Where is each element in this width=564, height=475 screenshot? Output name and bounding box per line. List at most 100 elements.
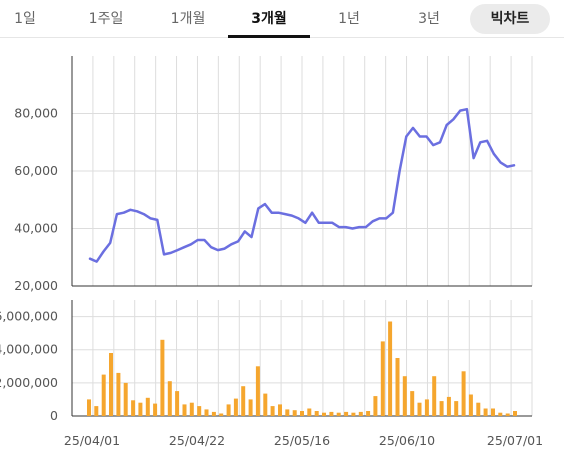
volume-bar bbox=[388, 321, 393, 416]
volume-bar bbox=[351, 412, 356, 416]
volume-bar bbox=[211, 411, 216, 416]
price-data-point bbox=[311, 211, 313, 214]
volume-axis-tick-label: 2,000,000 bbox=[0, 375, 58, 390]
volume-axis-tick-label: 0 bbox=[50, 408, 58, 423]
price-axis-tick-label: 80,000 bbox=[14, 106, 58, 121]
price-data-point bbox=[358, 226, 361, 228]
volume-bar bbox=[87, 399, 91, 416]
price-axis-tick-label: 20,000 bbox=[14, 278, 58, 293]
price-data-point bbox=[479, 141, 482, 144]
volume-bar bbox=[219, 413, 224, 416]
price-data-point bbox=[109, 242, 111, 244]
tab-1-month[interactable]: 1개월 bbox=[170, 11, 206, 27]
volume-bar bbox=[483, 408, 488, 416]
price-data-point bbox=[338, 226, 340, 228]
price-data-point bbox=[284, 213, 287, 215]
volume-bar bbox=[513, 411, 517, 416]
volume-bar bbox=[138, 402, 143, 416]
price-data-point bbox=[149, 217, 152, 220]
price-data-point bbox=[250, 236, 253, 238]
tab-1-week[interactable]: 1주일 bbox=[88, 11, 124, 27]
volume-bar bbox=[322, 412, 326, 416]
volume-bar bbox=[189, 402, 194, 416]
price-data-point bbox=[143, 213, 145, 215]
date-axis-tick-label: 25/04/01 bbox=[64, 433, 120, 448]
price-data-point bbox=[331, 222, 334, 224]
price-data-point bbox=[405, 135, 408, 138]
price-data-point bbox=[439, 141, 441, 144]
price-data-point bbox=[344, 226, 347, 228]
volume-bar bbox=[263, 393, 268, 416]
volume-bar bbox=[395, 358, 400, 416]
volume-bar bbox=[454, 401, 459, 416]
volume-bar bbox=[366, 411, 371, 416]
price-data-point bbox=[459, 109, 462, 112]
price-data-point bbox=[244, 230, 246, 233]
volume-bar bbox=[101, 374, 106, 416]
volume-bar bbox=[270, 406, 275, 416]
date-axis-tick-label: 25/05/16 bbox=[274, 433, 330, 448]
price-data-point bbox=[89, 257, 91, 260]
big-chart-button[interactable]: 빅차트 bbox=[470, 4, 550, 34]
price-data-point bbox=[163, 253, 165, 256]
price-data-point bbox=[318, 222, 320, 224]
price-data-point bbox=[183, 246, 185, 248]
tab-1-day[interactable]: 1일 bbox=[14, 11, 36, 27]
volume-bar bbox=[468, 394, 473, 416]
price-data-point bbox=[452, 118, 455, 121]
volume-bar bbox=[255, 366, 260, 416]
volume-bar bbox=[285, 409, 290, 416]
price-data-point bbox=[297, 217, 300, 220]
volume-bar bbox=[307, 408, 312, 416]
price-data-point bbox=[95, 260, 98, 263]
active-tab-indicator bbox=[228, 35, 310, 38]
volume-bar bbox=[344, 411, 349, 416]
period-tab-bar: 1일 1주일 1개월 3개월 1년 3년 빅차트 bbox=[0, 0, 564, 38]
volume-bar bbox=[197, 406, 202, 416]
price-data-point bbox=[264, 203, 266, 205]
price-data-point bbox=[506, 165, 509, 168]
price-data-point bbox=[392, 211, 394, 214]
volume-bar bbox=[314, 411, 319, 416]
volume-bar bbox=[94, 406, 99, 416]
volume-bar bbox=[505, 413, 510, 416]
volume-bar bbox=[109, 353, 113, 416]
price-data-point bbox=[493, 153, 495, 155]
volume-bar bbox=[498, 412, 503, 416]
price-data-point bbox=[136, 210, 138, 213]
price-data-point bbox=[237, 240, 239, 243]
price-data-point bbox=[210, 246, 212, 248]
price-data-point bbox=[223, 247, 226, 250]
volume-bar bbox=[424, 399, 429, 416]
volume-bar bbox=[233, 398, 238, 416]
price-data-point bbox=[190, 243, 192, 246]
date-axis-tick-label: 25/04/22 bbox=[169, 433, 225, 448]
price-axis-tick-label: 60,000 bbox=[14, 163, 58, 178]
tab-3-months[interactable]: 3개월 bbox=[251, 11, 287, 27]
volume-bar bbox=[336, 412, 341, 416]
price-data-point bbox=[412, 127, 414, 129]
price-data-point bbox=[378, 217, 381, 220]
price-data-point bbox=[371, 220, 374, 223]
volume-axis-tick-label: 4,000,000 bbox=[0, 342, 58, 357]
price-data-point bbox=[398, 170, 401, 172]
price-data-point bbox=[466, 108, 468, 110]
price-data-point bbox=[365, 226, 367, 228]
volume-bar bbox=[292, 410, 297, 416]
volume-bar bbox=[417, 402, 422, 416]
tab-1-year[interactable]: 1년 bbox=[338, 11, 360, 27]
price-data-point bbox=[170, 252, 172, 254]
date-axis-tick-label: 25/07/01 bbox=[487, 433, 543, 448]
tab-3-years[interactable]: 3년 bbox=[418, 11, 440, 27]
volume-bar bbox=[402, 376, 407, 416]
volume-bar bbox=[182, 404, 187, 416]
price-data-point bbox=[291, 214, 293, 217]
volume-bar bbox=[432, 376, 437, 416]
price-data-point bbox=[513, 164, 515, 167]
price-data-point bbox=[156, 219, 159, 221]
volume-bar bbox=[226, 404, 231, 416]
date-axis-tick-label: 25/06/10 bbox=[379, 433, 435, 448]
price-data-point bbox=[196, 239, 199, 241]
volume-bar bbox=[300, 411, 304, 416]
price-axis-tick-label: 40,000 bbox=[14, 221, 58, 236]
